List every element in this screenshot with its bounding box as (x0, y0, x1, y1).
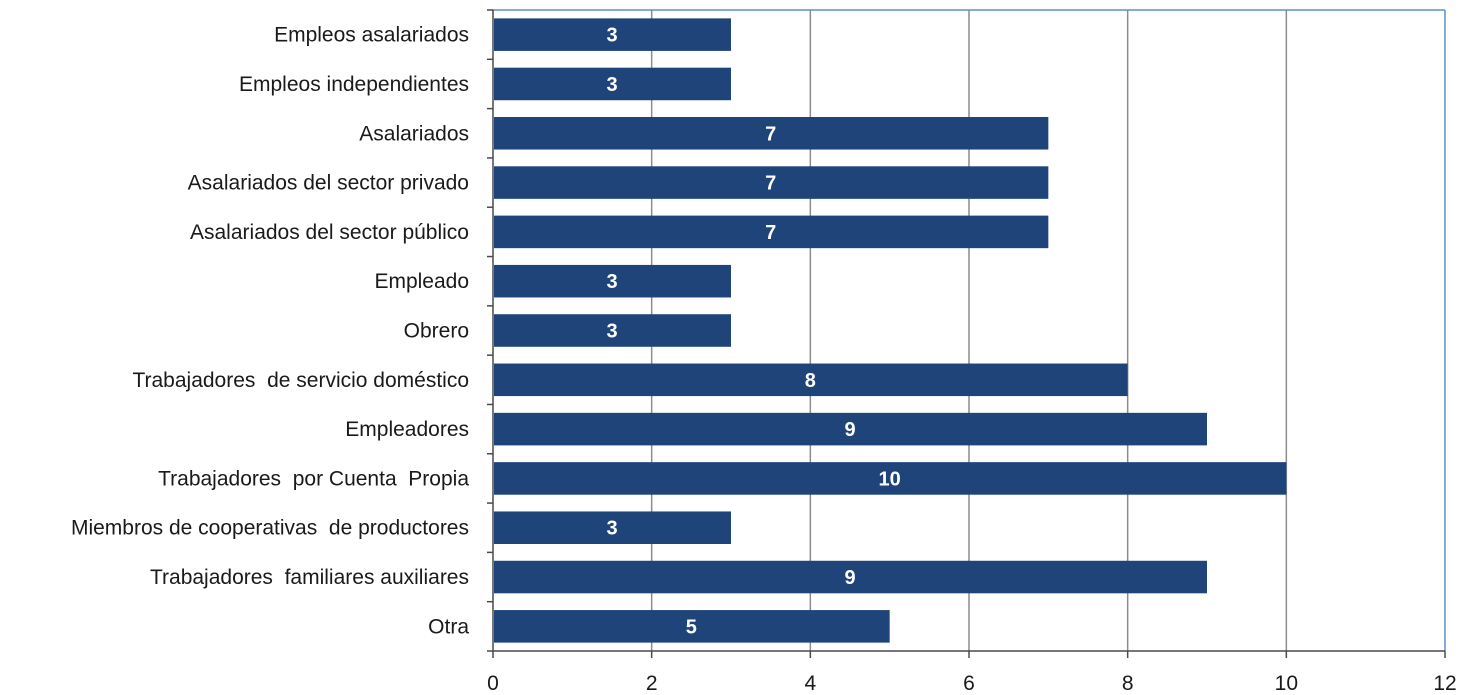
category-label-6: Obrero (404, 320, 469, 343)
bar-value-label-4: 7 (765, 222, 776, 244)
category-label-3: Asalariados del sector privado (188, 172, 469, 195)
category-label-9: Trabajadores por Cuenta Propia (158, 467, 469, 490)
category-label-8: Empleadores (345, 418, 469, 441)
x-tick-label-10: 10 (1275, 672, 1298, 695)
x-tick-label-4: 4 (804, 672, 816, 695)
x-tick-label-8: 8 (1122, 672, 1134, 695)
category-label-11: Trabajadores familiares auxiliares (150, 566, 469, 589)
bar-value-label-9: 10 (879, 468, 901, 490)
bar-value-label-12: 5 (686, 616, 697, 638)
bar-value-label-8: 9 (844, 419, 855, 441)
category-label-0: Empleos asalariados (274, 24, 469, 47)
category-label-10: Miembros de cooperativas de productores (71, 517, 469, 540)
bar-value-label-5: 3 (606, 271, 617, 293)
x-tick-label-12: 12 (1433, 672, 1456, 695)
bar-value-label-3: 7 (765, 173, 776, 195)
bar-value-label-6: 3 (606, 321, 617, 343)
x-tick-label-6: 6 (963, 672, 975, 695)
category-label-12: Otra (428, 615, 469, 638)
bar-value-label-2: 7 (765, 123, 776, 145)
bar-value-label-0: 3 (606, 25, 617, 47)
bar-value-label-10: 3 (606, 518, 617, 540)
bar-value-label-7: 8 (805, 370, 816, 392)
category-label-7: Trabajadores de servicio doméstico (132, 369, 469, 392)
category-label-4: Asalariados del sector público (190, 221, 469, 244)
bar-value-label-1: 3 (606, 74, 617, 96)
x-tick-label-0: 0 (487, 672, 499, 695)
bar-value-label-11: 9 (844, 567, 855, 589)
category-label-5: Empleado (374, 270, 469, 293)
category-label-1: Empleos independientes (239, 73, 469, 96)
category-label-2: Asalariados (359, 122, 469, 145)
x-tick-label-2: 2 (646, 672, 658, 695)
